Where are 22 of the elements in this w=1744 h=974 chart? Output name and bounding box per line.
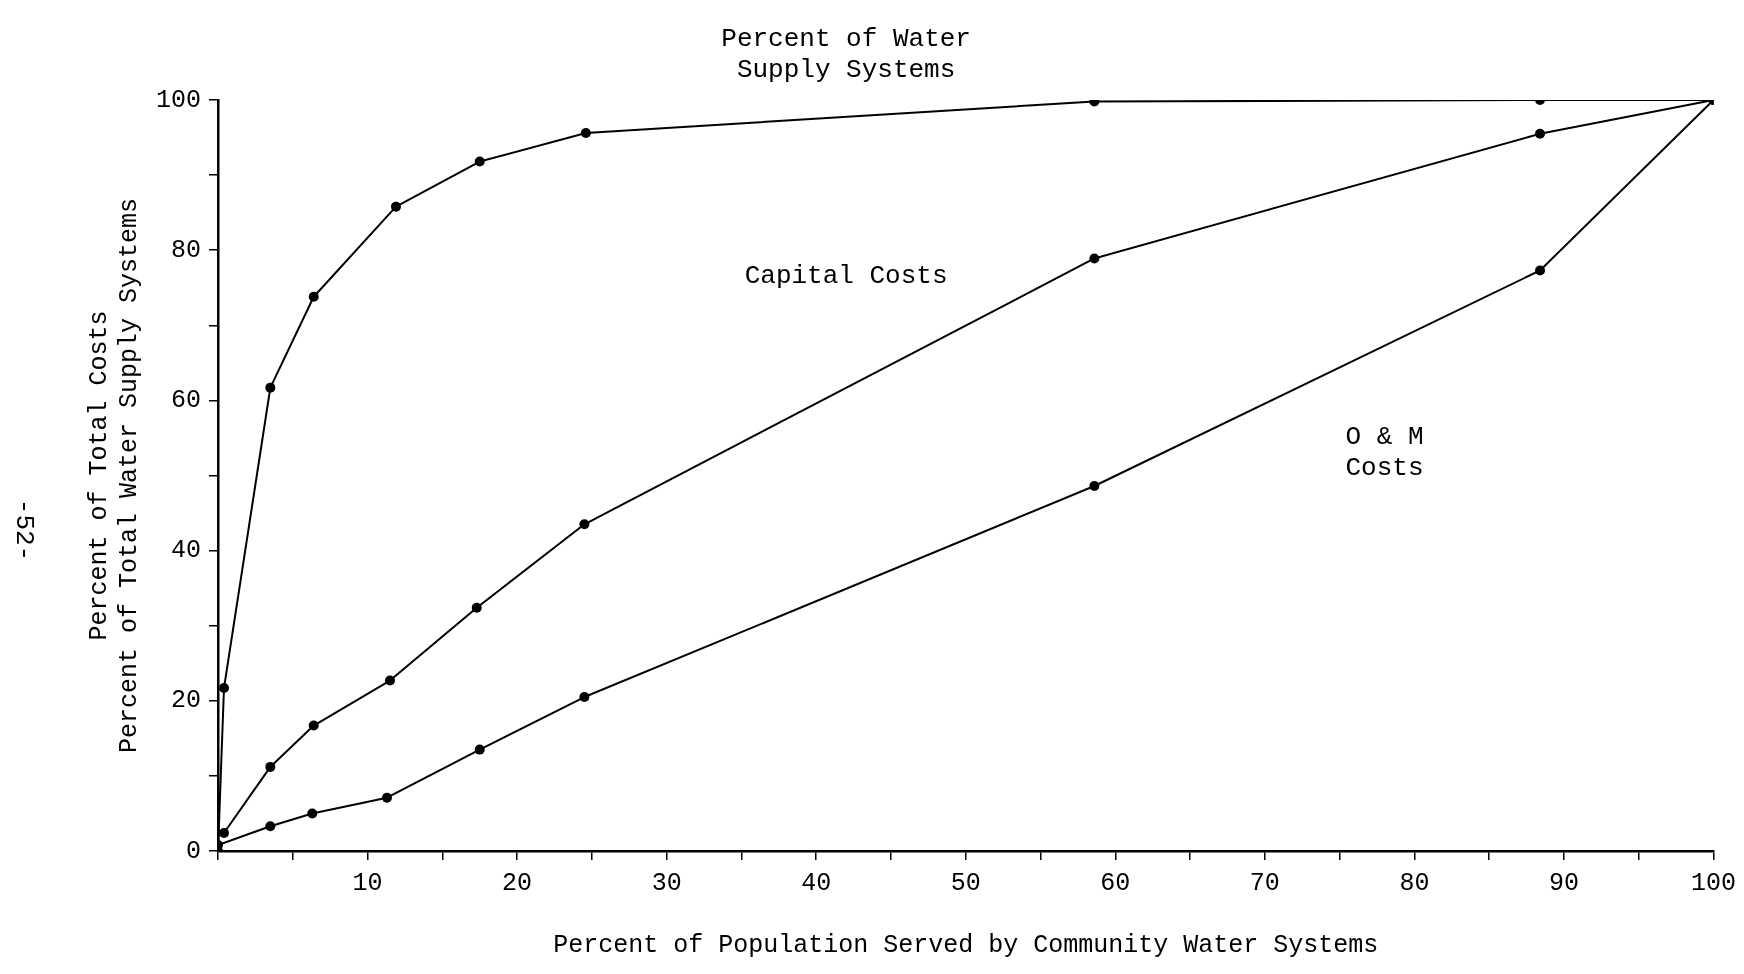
y-tick-label: 80 [170, 235, 202, 265]
x-tick-label: 90 [1548, 868, 1579, 898]
series-label: Capital Costs [744, 261, 948, 292]
x-tick-label: 70 [1249, 868, 1280, 898]
x-tick-label: 60 [1100, 868, 1131, 898]
y-tick-label: 40 [170, 536, 202, 566]
x-tick-label: 20 [502, 868, 533, 898]
text: -52- [9, 498, 40, 562]
y-tick-label: 60 [170, 386, 202, 416]
y-tick-label: 20 [170, 686, 202, 716]
x-tick-label: 10 [352, 868, 383, 898]
x-axis-title: Percent of Population Served by Community Water Systems [553, 930, 1379, 960]
x-tick-label: 50 [950, 868, 981, 898]
series-label: Percent of Water Supply Systems [721, 24, 971, 86]
x-tick-label: 40 [801, 868, 832, 898]
x-tick-label: 100 [1690, 868, 1736, 898]
y-axis-title: Percent of Total Costs Percent of Total Water Supply Systems [84, 197, 144, 754]
x-tick-label: 80 [1399, 868, 1430, 898]
y-tick-label: 100 [155, 85, 202, 115]
x-tick-label: 30 [651, 868, 682, 898]
text: O & M Costs [1345, 422, 1424, 484]
y-tick-label: 0 [185, 836, 202, 866]
